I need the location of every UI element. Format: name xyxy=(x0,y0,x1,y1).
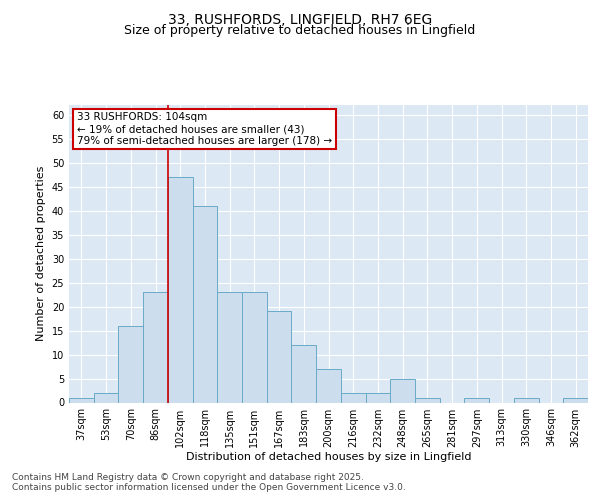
Text: 33 RUSHFORDS: 104sqm
← 19% of detached houses are smaller (43)
79% of semi-detac: 33 RUSHFORDS: 104sqm ← 19% of detached h… xyxy=(77,112,332,146)
Bar xyxy=(341,393,365,402)
Bar xyxy=(267,312,292,402)
Bar xyxy=(365,393,390,402)
Bar xyxy=(118,326,143,402)
Bar xyxy=(94,393,118,402)
X-axis label: Distribution of detached houses by size in Lingfield: Distribution of detached houses by size … xyxy=(186,452,471,462)
Y-axis label: Number of detached properties: Number of detached properties xyxy=(36,166,46,342)
Text: Contains HM Land Registry data © Crown copyright and database right 2025.
Contai: Contains HM Land Registry data © Crown c… xyxy=(12,472,406,492)
Bar xyxy=(464,398,489,402)
Bar xyxy=(514,398,539,402)
Bar xyxy=(563,398,588,402)
Text: 33, RUSHFORDS, LINGFIELD, RH7 6EG: 33, RUSHFORDS, LINGFIELD, RH7 6EG xyxy=(168,12,432,26)
Bar xyxy=(143,292,168,403)
Text: Size of property relative to detached houses in Lingfield: Size of property relative to detached ho… xyxy=(124,24,476,37)
Bar xyxy=(168,177,193,402)
Bar xyxy=(217,292,242,403)
Bar xyxy=(316,369,341,402)
Bar xyxy=(292,345,316,403)
Bar xyxy=(193,206,217,402)
Bar xyxy=(390,378,415,402)
Bar xyxy=(242,292,267,403)
Bar xyxy=(69,398,94,402)
Bar xyxy=(415,398,440,402)
